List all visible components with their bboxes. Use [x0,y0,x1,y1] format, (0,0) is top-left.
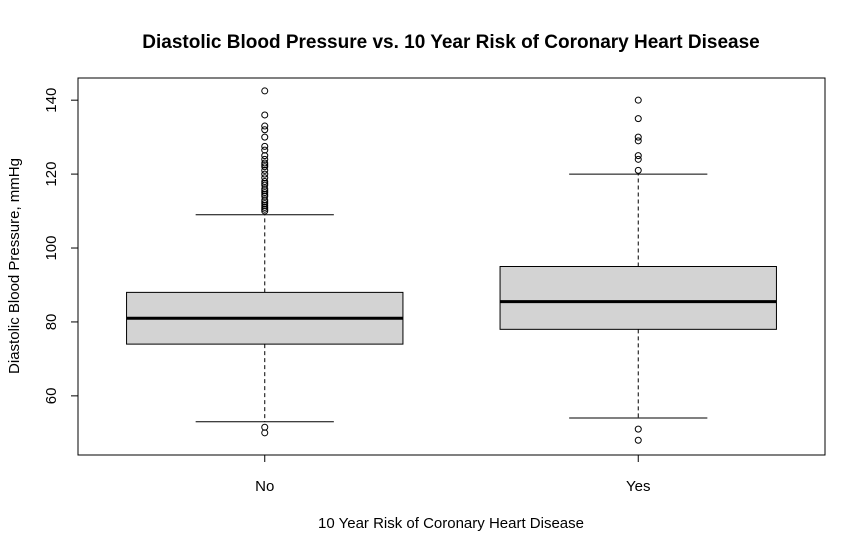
y-axis-label: Diastolic Blood Pressure, mmHg [6,158,23,374]
boxes-group [126,87,777,444]
box-yes [499,96,777,444]
outlier-point [634,152,642,160]
y-axis: 60 80 100 120 140 [43,88,79,405]
box-no [126,87,404,437]
outlier-point [261,146,269,154]
x-axis: No Yes [255,454,650,495]
x-tick-label: No [255,478,274,495]
outlier-point [261,189,269,197]
outlier-point [261,163,269,171]
outlier-point [261,122,269,130]
x-tick-label: Yes [626,478,650,495]
outlier-point [261,423,269,431]
outlier-point [261,111,269,119]
outlier-point [634,166,642,174]
y-tick-label: 120 [43,162,60,187]
outlier-point [634,115,642,123]
outlier-point [634,425,642,433]
outlier-point [634,96,642,104]
y-tick-label: 80 [43,314,60,331]
outlier-point [261,200,269,208]
outlier-point [261,142,269,150]
outlier-point [634,133,642,141]
outlier-point [261,126,269,134]
outlier-point [261,133,269,141]
outlier-point [261,159,269,167]
y-tick-label: 100 [43,236,60,261]
iqr-box [499,266,777,330]
outlier-point [634,436,642,444]
outlier-point [261,155,269,163]
outlier-point [261,174,269,182]
outlier-point [261,177,269,185]
y-tick-label: 140 [43,88,60,113]
outlier-point [261,170,269,178]
outlier-point [261,181,269,189]
outlier-point [634,137,642,145]
outlier-point [261,87,269,95]
y-tick-label: 60 [43,388,60,405]
x-axis-label: 10 Year Risk of Coronary Heart Disease [318,515,584,532]
outlier-point [634,155,642,163]
chart-title: Diastolic Blood Pressure vs. 10 Year Ris… [142,32,759,53]
